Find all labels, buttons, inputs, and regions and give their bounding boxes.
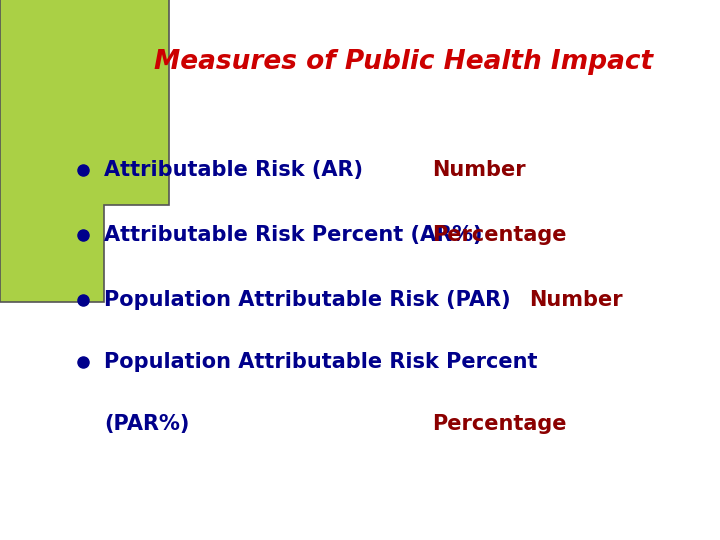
- Text: Attributable Risk (AR): Attributable Risk (AR): [104, 160, 364, 180]
- Text: (PAR%): (PAR%): [104, 414, 190, 434]
- Text: Percentage: Percentage: [432, 225, 567, 245]
- Text: Number: Number: [432, 160, 526, 180]
- Text: Number: Number: [529, 289, 623, 310]
- Text: Population Attributable Risk (PAR): Population Attributable Risk (PAR): [104, 289, 511, 310]
- Text: Measures of Public Health Impact: Measures of Public Health Impact: [153, 49, 653, 75]
- Polygon shape: [0, 0, 169, 302]
- Text: Population Attributable Risk Percent: Population Attributable Risk Percent: [104, 352, 538, 372]
- Text: Attributable Risk Percent (AR%): Attributable Risk Percent (AR%): [104, 225, 483, 245]
- Text: Percentage: Percentage: [432, 414, 567, 434]
